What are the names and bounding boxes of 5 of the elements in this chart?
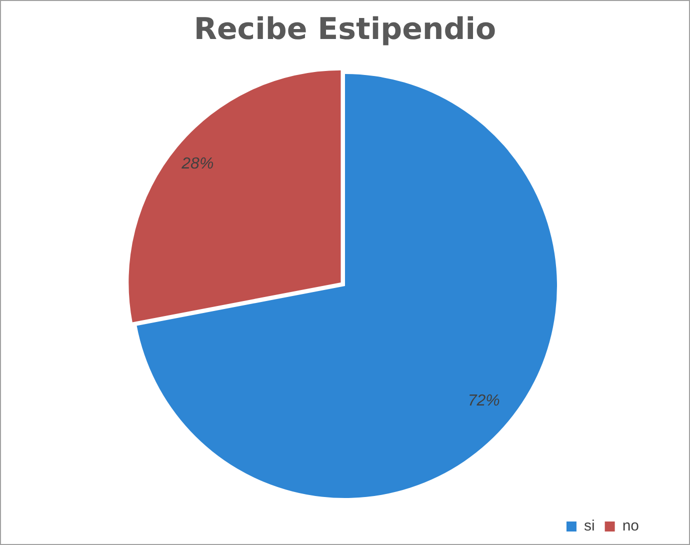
data-label: 72%: [468, 392, 500, 410]
legend-label: no: [622, 518, 640, 535]
legend-label: si: [584, 518, 595, 535]
data-label: 28%: [180, 156, 214, 173]
chart-title: Recibe Estipendio: [194, 12, 496, 47]
